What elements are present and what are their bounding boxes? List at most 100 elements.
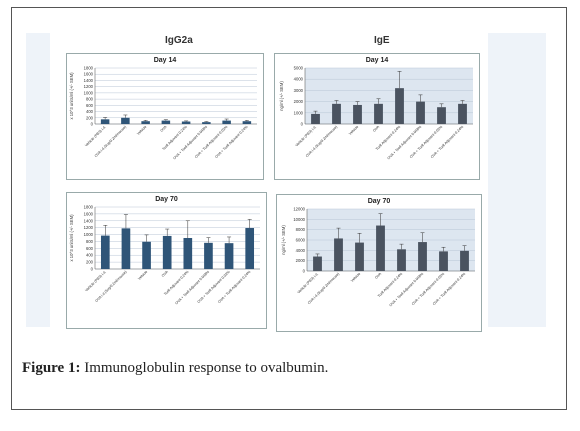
y-tick-label: 600 (86, 246, 94, 251)
chart-title: Day 70 (155, 196, 178, 203)
bar (202, 122, 211, 124)
bar (142, 241, 151, 269)
chart-svg: 0 2000 4000 6000 8000 10000 12000 ng/ml (+/- SE… (281, 207, 475, 307)
y-tick-label: 1600 (84, 211, 94, 216)
bar (397, 249, 406, 271)
bar (183, 238, 193, 269)
y-tick-label: 1800 (84, 205, 94, 210)
bar (245, 228, 255, 269)
x-tick-label: OVA + Tcell Adjuvant 0.048% (175, 269, 211, 305)
chart-title: Day 14 (365, 57, 389, 64)
y-tick-label: 800 (86, 239, 94, 244)
chart-title: Day 70 (367, 198, 391, 205)
bar (439, 251, 448, 271)
bar (162, 235, 172, 269)
x-tick-label: OVA + Tcell Adjuvant 0.048% (172, 124, 208, 160)
x-tick-label: OVA (372, 124, 380, 132)
y-tick-label: 2000 (294, 99, 304, 104)
bar (121, 117, 130, 124)
bar (181, 121, 191, 124)
y-tick-label: 1200 (84, 84, 94, 89)
column-title-igg2a: IgG2a (165, 35, 193, 46)
y-tick-label: 8000 (296, 227, 306, 232)
chart-igg2a-day14: Day 14 0 200 400 600 800 1000 1200 1400 1600 1800… (66, 53, 264, 180)
bar (355, 242, 364, 271)
y-tick-label: 2000 (296, 258, 306, 263)
bar (376, 225, 385, 271)
y-axis-label: x 10^3 units/ml (+/- SEM) (69, 72, 74, 120)
y-tick-label: 400 (86, 253, 94, 258)
chart-svg: 0 1000 2000 3000 4000 5000 ng/ml (+/- SEM) Vehi… (279, 66, 473, 160)
y-tick-label: 0 (91, 122, 94, 127)
bar (311, 113, 320, 124)
bar (458, 103, 467, 124)
bar (222, 120, 231, 124)
y-tick-label: 4000 (294, 77, 304, 82)
chart-igg2a-day70: Day 70 0 200 400 600 800 1000 1200 1400 1600 1800… (66, 192, 267, 329)
bar (313, 256, 322, 271)
bar (224, 243, 234, 269)
bar (418, 242, 427, 271)
bar (204, 242, 213, 269)
x-tick-label: OVA (161, 269, 169, 277)
chart-ige-day14: Day 14 0 1000 2000 3000 4000 5000 ng/ml (+/- S… (274, 53, 480, 180)
y-tick-label: 200 (86, 115, 94, 120)
y-tick-label: 12000 (293, 207, 305, 212)
x-tick-label: OVA (160, 124, 168, 132)
x-tick-label: Vehicle (PBS) i.d. (295, 125, 318, 148)
x-tick-label: Vehicle (137, 270, 148, 281)
caption-text: Immunoglobulin response to ovalbumin. (80, 360, 329, 376)
x-tick-label: Vehicle (136, 125, 147, 136)
bar (353, 104, 362, 124)
figure-side-band-left (26, 33, 50, 327)
bar (332, 103, 341, 124)
y-tick-label: 1600 (84, 72, 94, 77)
y-tick-label: 600 (86, 103, 94, 108)
x-tick-label: Vehicle (350, 272, 361, 283)
bar (161, 120, 171, 124)
figure-caption: Figure 1: Immunoglobulin response to ova… (22, 360, 328, 377)
bar (437, 107, 446, 124)
y-tick-label: 1800 (84, 66, 94, 71)
y-tick-label: 5000 (294, 66, 304, 71)
y-tick-label: 0 (91, 267, 94, 272)
x-tick-label: Vehicle (PBS) i.d. (84, 270, 107, 293)
y-tick-label: 6000 (296, 238, 306, 243)
y-axis-label: ng/ml (+/- SEM) (279, 81, 284, 111)
y-tick-label: 200 (86, 260, 94, 265)
y-tick-label: 1000 (84, 90, 94, 95)
bar (334, 238, 343, 271)
y-tick-label: 1400 (84, 218, 94, 223)
bar (100, 235, 110, 269)
y-axis-label: ng/ml (+/- SEM) (281, 225, 286, 255)
chart-ige-day70: Day 70 0 2000 4000 6000 8000 10000 12000 ng/ml … (276, 194, 482, 332)
x-tick-label: OVA (374, 271, 382, 279)
bar (395, 88, 404, 124)
y-tick-label: 3000 (294, 88, 304, 93)
y-tick-label: 1400 (84, 78, 94, 83)
chart-title: Day 14 (153, 57, 177, 64)
caption-label: Figure 1: (22, 360, 81, 376)
y-tick-label: 400 (86, 109, 94, 114)
y-tick-label: 1000 (84, 232, 94, 237)
y-tick-label: 0 (301, 122, 304, 127)
y-tick-label: 0 (303, 269, 306, 274)
x-tick-label: Vehicle (PBS) i.d. (84, 125, 107, 148)
bar (121, 228, 131, 269)
y-tick-label: 10000 (293, 217, 305, 222)
x-tick-label: OVA + Tcell Adjuvant 0.048% (389, 271, 425, 307)
y-tick-label: 1200 (84, 225, 94, 230)
figure-side-band-right (488, 33, 546, 327)
bar (141, 121, 150, 124)
column-title-ige: IgE (374, 35, 390, 46)
plot-area (305, 68, 473, 124)
x-tick-label: Vehicle (348, 125, 359, 136)
bar (242, 121, 252, 124)
bar (460, 250, 469, 271)
x-tick-label: Vehicle (PBS) i.d. (297, 272, 320, 295)
y-tick-label: 1000 (294, 110, 304, 115)
y-axis-label: x 10^3 units/ml (+/- SEM) (69, 214, 74, 262)
bar (374, 103, 383, 124)
